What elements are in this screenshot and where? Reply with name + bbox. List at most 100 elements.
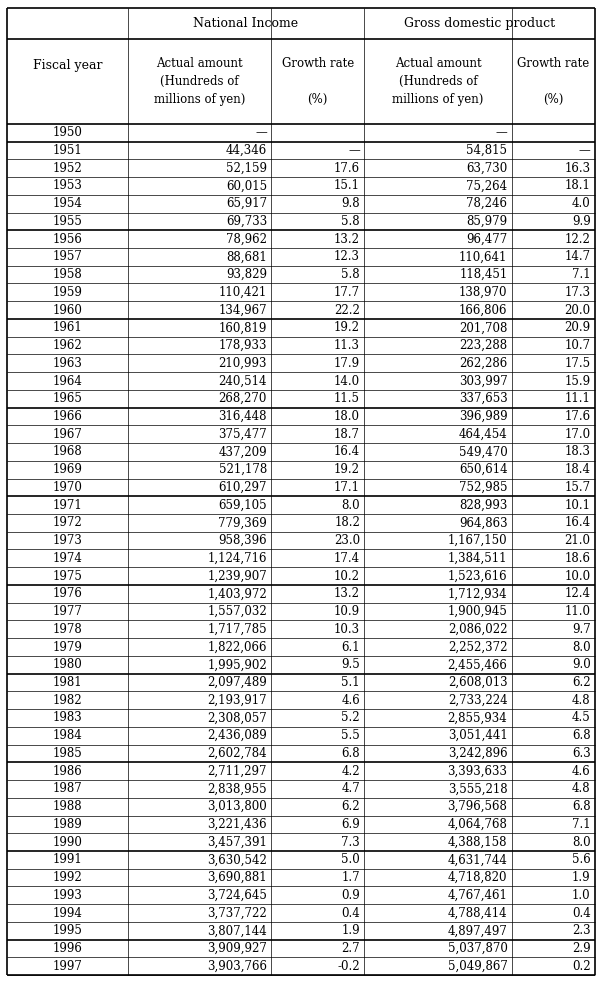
Text: 1952: 1952 (52, 161, 82, 175)
Text: 549,470: 549,470 (459, 445, 507, 458)
Text: 2.7: 2.7 (341, 942, 360, 955)
Text: 17.9: 17.9 (334, 357, 360, 370)
Text: 1960: 1960 (52, 304, 82, 317)
Text: 1.9: 1.9 (572, 871, 591, 884)
Text: 1972: 1972 (52, 516, 82, 530)
Text: 4,388,158: 4,388,158 (448, 836, 507, 848)
Text: 2,602,784: 2,602,784 (208, 747, 267, 760)
Text: 4.6: 4.6 (341, 694, 360, 707)
Text: 0.9: 0.9 (341, 889, 360, 901)
Text: 3,221,436: 3,221,436 (208, 818, 267, 831)
Text: 2,086,022: 2,086,022 (448, 623, 507, 636)
Text: Fiscal year: Fiscal year (33, 59, 102, 73)
Text: 1980: 1980 (52, 659, 82, 671)
Text: 1977: 1977 (52, 606, 82, 618)
Text: 4,631,744: 4,631,744 (447, 853, 507, 866)
Text: 4.7: 4.7 (341, 782, 360, 795)
Text: 5.1: 5.1 (341, 676, 360, 689)
Text: 1964: 1964 (52, 375, 82, 387)
Text: 1975: 1975 (52, 569, 82, 583)
Text: 437,209: 437,209 (219, 445, 267, 458)
Text: 18.2: 18.2 (334, 516, 360, 530)
Text: 1970: 1970 (52, 481, 82, 493)
Text: 93,829: 93,829 (226, 268, 267, 281)
Text: 10.0: 10.0 (565, 569, 591, 583)
Text: 1,239,907: 1,239,907 (207, 569, 267, 583)
Text: 1979: 1979 (52, 641, 82, 654)
Text: 3,242,896: 3,242,896 (448, 747, 507, 760)
Text: 2,855,934: 2,855,934 (448, 712, 507, 724)
Text: 1967: 1967 (52, 428, 82, 440)
Text: 2.9: 2.9 (572, 942, 591, 955)
Text: 8.0: 8.0 (572, 836, 591, 848)
Text: 240,514: 240,514 (219, 375, 267, 387)
Text: 375,477: 375,477 (219, 428, 267, 440)
Text: 12.2: 12.2 (565, 233, 591, 246)
Text: 15.1: 15.1 (334, 180, 360, 193)
Text: 828,993: 828,993 (459, 498, 507, 512)
Text: 11.1: 11.1 (565, 392, 591, 405)
Text: 4.8: 4.8 (572, 694, 591, 707)
Text: 1996: 1996 (52, 942, 82, 955)
Text: 2,193,917: 2,193,917 (208, 694, 267, 707)
Text: 9.9: 9.9 (572, 215, 591, 228)
Text: 268,270: 268,270 (219, 392, 267, 405)
Text: 1982: 1982 (53, 694, 82, 707)
Text: 316,448: 316,448 (219, 410, 267, 423)
Text: 85,979: 85,979 (467, 215, 507, 228)
Text: 1988: 1988 (53, 800, 82, 813)
Text: 5.5: 5.5 (341, 729, 360, 742)
Text: 8.0: 8.0 (572, 641, 591, 654)
Text: 6.8: 6.8 (572, 729, 591, 742)
Text: 0.4: 0.4 (341, 906, 360, 919)
Text: 1976: 1976 (52, 587, 82, 601)
Text: 110,641: 110,641 (459, 251, 507, 263)
Text: 10.7: 10.7 (565, 339, 591, 352)
Text: 2,838,955: 2,838,955 (208, 782, 267, 795)
Text: 17.7: 17.7 (334, 286, 360, 299)
Text: 16.4: 16.4 (565, 516, 591, 530)
Text: 1971: 1971 (52, 498, 82, 512)
Text: 10.9: 10.9 (334, 606, 360, 618)
Text: 118,451: 118,451 (459, 268, 507, 281)
Text: 18.4: 18.4 (565, 463, 591, 476)
Text: 2,733,224: 2,733,224 (448, 694, 507, 707)
Text: 1,995,902: 1,995,902 (207, 659, 267, 671)
Text: Gross domestic product: Gross domestic product (404, 17, 555, 30)
Text: 11.3: 11.3 (334, 339, 360, 352)
Text: 1968: 1968 (52, 445, 82, 458)
Text: 1,712,934: 1,712,934 (448, 587, 507, 601)
Text: 1,523,616: 1,523,616 (448, 569, 507, 583)
Text: 1978: 1978 (52, 623, 82, 636)
Text: 2,097,489: 2,097,489 (207, 676, 267, 689)
Text: 1,167,150: 1,167,150 (448, 534, 507, 548)
Text: 210,993: 210,993 (219, 357, 267, 370)
Text: 521,178: 521,178 (219, 463, 267, 476)
Text: 2,455,466: 2,455,466 (447, 659, 507, 671)
Text: 1,384,511: 1,384,511 (448, 551, 507, 565)
Text: 1,717,785: 1,717,785 (208, 623, 267, 636)
Text: 1992: 1992 (52, 871, 82, 884)
Text: 88,681: 88,681 (226, 251, 267, 263)
Text: 160,819: 160,819 (219, 321, 267, 334)
Text: Growth rate

(%): Growth rate (%) (282, 57, 354, 106)
Text: 7.3: 7.3 (341, 836, 360, 848)
Text: 1987: 1987 (52, 782, 82, 795)
Text: 2,252,372: 2,252,372 (448, 641, 507, 654)
Text: 1983: 1983 (52, 712, 82, 724)
Text: 19.2: 19.2 (334, 321, 360, 334)
Text: 4.6: 4.6 (572, 765, 591, 778)
Text: 958,396: 958,396 (219, 534, 267, 548)
Text: 464,454: 464,454 (459, 428, 507, 440)
Text: 2,608,013: 2,608,013 (448, 676, 507, 689)
Text: 17.3: 17.3 (565, 286, 591, 299)
Text: 6.2: 6.2 (341, 800, 360, 813)
Text: 1,403,972: 1,403,972 (207, 587, 267, 601)
Text: 9.0: 9.0 (572, 659, 591, 671)
Text: —: — (349, 144, 360, 157)
Text: 52,159: 52,159 (226, 161, 267, 175)
Text: Actual amount
(Hundreds of
millions of yen): Actual amount (Hundreds of millions of y… (393, 57, 483, 106)
Text: 4,064,768: 4,064,768 (447, 818, 507, 831)
Text: 17.4: 17.4 (334, 551, 360, 565)
Text: 3,909,927: 3,909,927 (207, 942, 267, 955)
